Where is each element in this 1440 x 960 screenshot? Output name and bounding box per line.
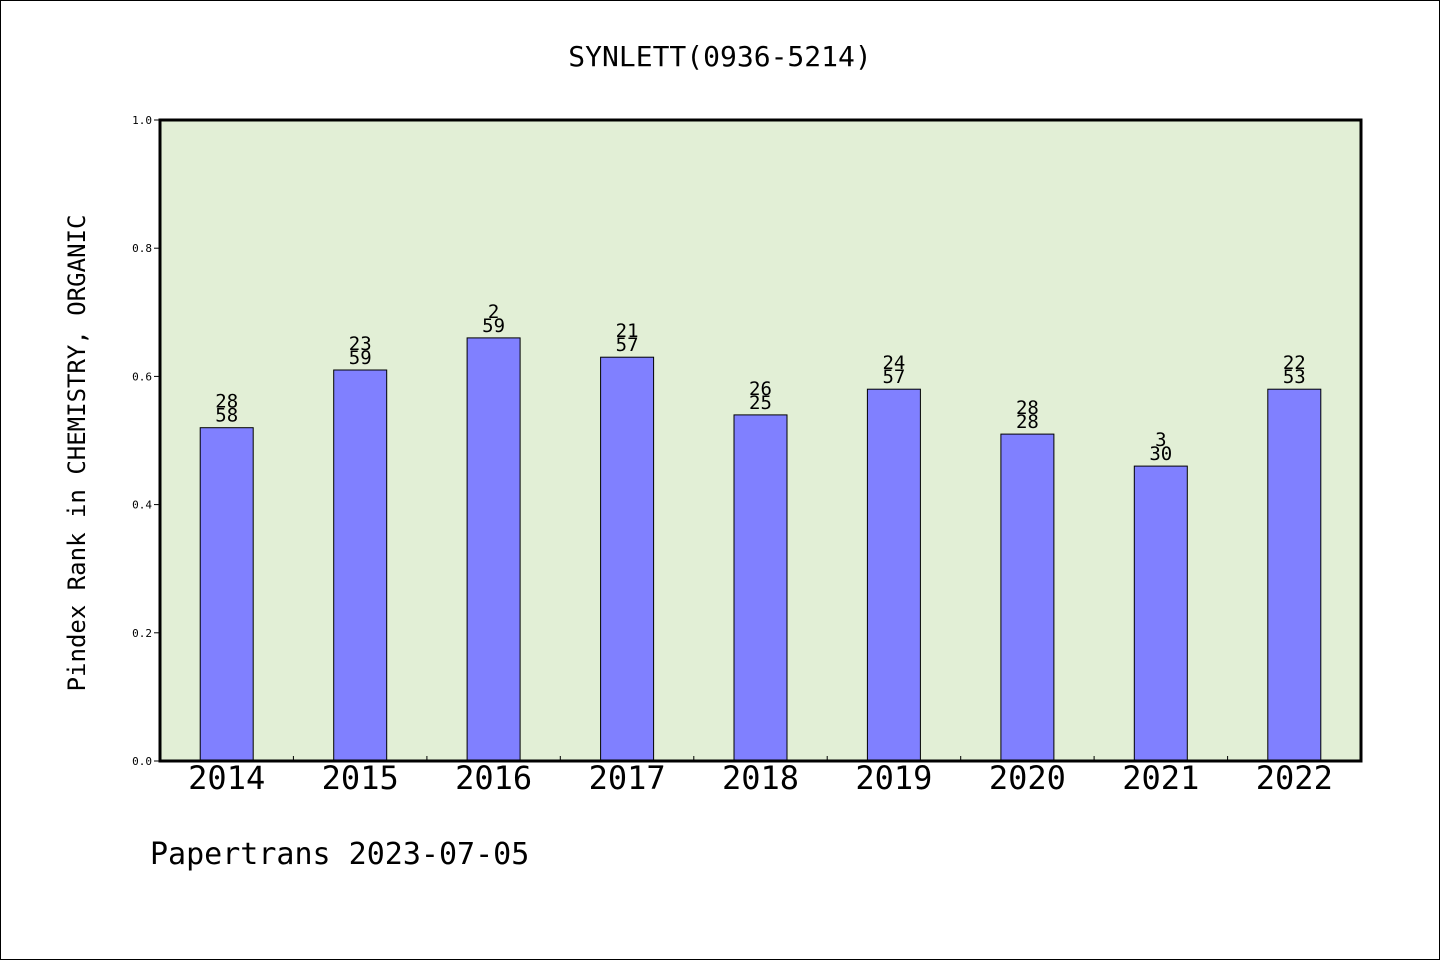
x-tick-label: 2018 [722,759,799,797]
x-tick-label: 2022 [1256,759,1333,797]
bar-label-bottom: 30 [1149,443,1172,465]
x-tick-label: 2014 [188,759,265,797]
bar-2018 [733,414,788,762]
bar-label-top: 28 [215,391,238,413]
bar-2021 [1133,465,1188,762]
bar-2014 [199,427,254,762]
bar-label-bottom: 59 [349,347,372,369]
bar-label-top: 3 [1155,429,1166,451]
footer-text: Papertrans 2023-07-05 [150,837,529,872]
bar-2020 [1000,433,1055,762]
x-tick-label: 2016 [455,759,532,797]
y-tick-label: 1.0 [132,114,152,127]
plot-border [158,118,1363,763]
y-tick-label: 0.4 [132,499,152,512]
bar-label-bottom: 53 [1283,366,1306,388]
bar-label-bottom: 59 [482,315,505,337]
bar-label-top: 23 [349,333,372,355]
bar-label-top: 24 [882,352,905,374]
x-tick-label: 2017 [589,759,666,797]
bar-label-top: 26 [749,378,772,400]
bar-2017 [600,356,655,762]
chart-title: SYNLETT(0936-5214) [568,40,871,73]
bar-label-top: 2 [488,301,499,323]
bar-label-bottom: 57 [616,334,639,356]
bar-2016 [466,337,521,762]
bar-label-top: 22 [1283,352,1306,374]
x-tick-label: 2021 [1122,759,1199,797]
bar-label-top: 28 [1016,397,1039,419]
bar-2015 [333,369,388,762]
y-axis-label: Pindex Rank in CHEMISTRY, ORGANIC [63,215,91,692]
x-tick-label: 2020 [989,759,1066,797]
bar-label-bottom: 28 [1016,411,1039,433]
bar-label-bottom: 25 [749,392,772,414]
bar-2019 [866,388,921,762]
y-tick-label: 0.6 [132,370,152,383]
bar-label-bottom: 57 [882,366,905,388]
bar-2022 [1267,388,1322,762]
x-tick-label: 2015 [322,759,399,797]
y-tick-label: 0.8 [132,242,152,255]
x-tick-label: 2019 [855,759,932,797]
y-tick-label: 0.0 [132,755,152,768]
bar-label-top: 21 [616,320,639,342]
bars [199,337,1322,762]
y-tick-label: 0.2 [132,627,152,640]
y-axis-ticks: 0.0 0.2 0.4 0.6 0.8 1.0 [132,114,160,768]
bar-label-bottom: 58 [215,405,238,427]
x-axis-ticks: 2014 2015 2016 2017 2018 2019 2020 2021 2022 [188,756,1333,797]
